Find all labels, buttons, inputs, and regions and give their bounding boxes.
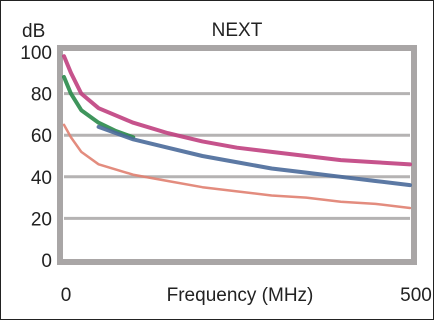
series-line-4 [96, 124, 412, 188]
x-tick-500: 500 [400, 285, 432, 306]
series-line-2 [62, 54, 412, 167]
y-tick-20: 20 [31, 209, 52, 230]
y-tick-40: 40 [31, 168, 52, 189]
x-tick-0: 0 [61, 285, 72, 306]
series-line-1 [62, 123, 412, 210]
x-axis-label: Frequency (MHz) [167, 285, 314, 306]
y-tick-60: 60 [31, 126, 52, 147]
y-tick-80: 80 [31, 85, 52, 106]
y-tick-100: 100 [20, 43, 52, 64]
y-ticks: 0 20 40 60 80 100 [20, 43, 52, 272]
x-ticks: 0 500 [61, 285, 432, 306]
y-tick-0: 0 [41, 251, 52, 272]
plot-area [57, 45, 417, 265]
y-axis-label: dB [22, 21, 45, 42]
chart-title: NEXT [212, 20, 263, 41]
series-group [62, 54, 412, 210]
